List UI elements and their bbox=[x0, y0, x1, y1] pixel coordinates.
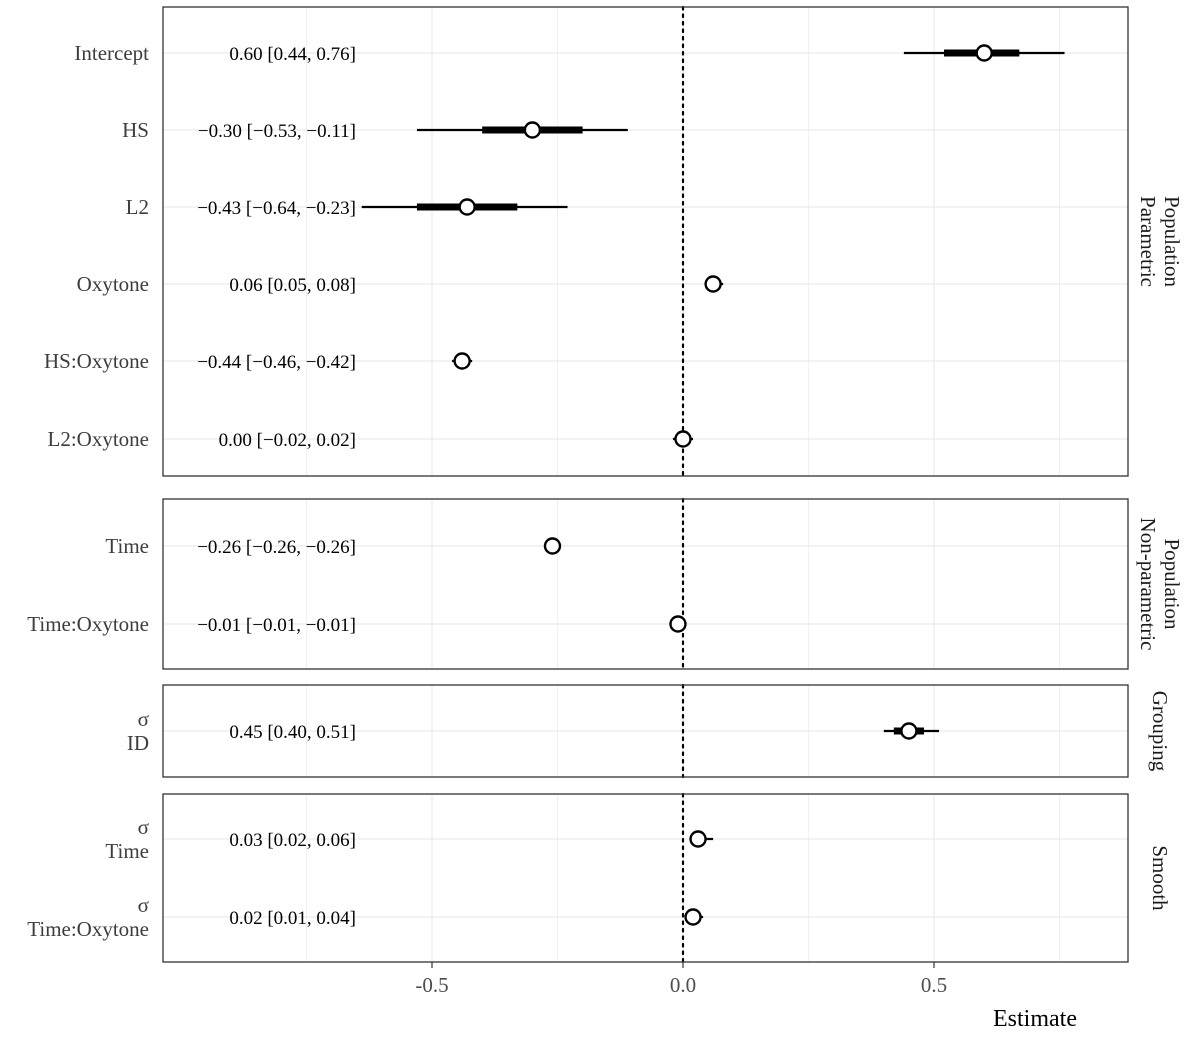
term-label: Intercept bbox=[74, 41, 149, 65]
interval-text: −0.43 [−0.64, −0.23] bbox=[197, 198, 356, 219]
term-row: σID 0.45 [0.40, 0.51] bbox=[127, 707, 940, 755]
estimate-point bbox=[543, 537, 562, 555]
estimate-point bbox=[523, 121, 542, 139]
term-label: Time:Oxytone bbox=[27, 612, 149, 636]
panel-1: Intercept 0.60 [0.44, 0.76] HS −0.30 [−0.53… bbox=[44, 5, 1184, 478]
term-row: Time −0.26 [−0.26, −0.26] bbox=[105, 534, 562, 558]
estimate-point bbox=[453, 352, 471, 370]
panel-3: σID 0.45 [0.40, 0.51] Grouping bbox=[127, 683, 1172, 779]
term-row: Intercept 0.60 [0.44, 0.76] bbox=[74, 41, 1065, 65]
term-label: Time bbox=[105, 534, 149, 558]
interval-text: −0.44 [−0.46, −0.42] bbox=[197, 352, 356, 373]
estimate-point bbox=[458, 198, 476, 216]
term-label: ID bbox=[127, 731, 149, 755]
interval-text: 0.45 [0.40, 0.51] bbox=[229, 722, 356, 743]
strip-label: Smooth bbox=[1148, 845, 1172, 911]
estimate-point bbox=[674, 430, 692, 448]
strip-label-text: Non-parametric bbox=[1136, 518, 1160, 651]
interval-text: −0.26 [−0.26, −0.26] bbox=[197, 537, 356, 558]
interval-text: −0.01 [−0.01, −0.01] bbox=[197, 615, 356, 636]
interval-text: 0.06 [0.05, 0.08] bbox=[229, 275, 356, 296]
panels-layer: Intercept 0.60 [0.44, 0.76] HS −0.30 [−0.53… bbox=[27, 5, 1184, 964]
estimate-point bbox=[684, 908, 702, 926]
strip-label: Non-parametric Population bbox=[1136, 518, 1184, 651]
term-row: HS −0.30 [−0.53, −0.11] bbox=[122, 118, 628, 142]
strip-label-text: Grouping bbox=[1148, 691, 1172, 772]
x-axis-title: Estimate bbox=[993, 1006, 1077, 1032]
term-row: L2:Oxytone 0.00 [−0.02, 0.02] bbox=[48, 427, 694, 451]
term-label: HS bbox=[122, 118, 149, 142]
estimate-point bbox=[689, 830, 707, 848]
term-label: Time bbox=[105, 839, 149, 863]
term-label: L2 bbox=[126, 195, 149, 219]
panel-border bbox=[162, 684, 1129, 778]
interval-text: −0.30 [−0.53, −0.11] bbox=[198, 121, 356, 142]
panel-2: Time −0.26 [−0.26, −0.26] Time:Oxytone −0.0… bbox=[27, 497, 1184, 671]
term-label: Time:Oxytone bbox=[27, 917, 149, 941]
term-label: Oxytone bbox=[77, 272, 149, 296]
interval-text: 0.03 [0.02, 0.06] bbox=[229, 830, 356, 851]
strip-label-text: Population bbox=[1160, 196, 1184, 288]
panel-border bbox=[162, 793, 1129, 963]
interval-text: 0.02 [0.01, 0.04] bbox=[229, 908, 356, 929]
interval-text: 0.00 [−0.02, 0.02] bbox=[219, 430, 356, 451]
term-row: Oxytone 0.06 [0.05, 0.08] bbox=[77, 272, 724, 296]
term-label: σ bbox=[138, 815, 149, 839]
estimate-point bbox=[669, 615, 687, 633]
interval-text: 0.60 [0.44, 0.76] bbox=[229, 44, 356, 65]
x-tick-label: -0.5 bbox=[415, 973, 448, 997]
strip-label-text: Parametric bbox=[1136, 196, 1160, 287]
term-row: Time:Oxytone −0.01 [−0.01, −0.01] bbox=[27, 612, 687, 636]
strip-label: Grouping bbox=[1148, 691, 1172, 772]
strip-label-text: Population bbox=[1160, 538, 1184, 630]
strip-label-text: Smooth bbox=[1148, 845, 1172, 911]
panel-border bbox=[162, 6, 1129, 477]
estimate-point bbox=[975, 44, 993, 62]
term-label: σ bbox=[138, 893, 149, 917]
panel-border bbox=[162, 498, 1129, 670]
term-row: L2 −0.43 [−0.64, −0.23] bbox=[126, 195, 568, 219]
x-axis: -0.5 0.0 0.5 bbox=[415, 962, 947, 997]
strip-label: Parametric Population bbox=[1136, 196, 1184, 288]
estimate-point bbox=[900, 722, 918, 740]
estimate-point bbox=[704, 275, 722, 293]
term-label: HS:Oxytone bbox=[44, 349, 149, 373]
term-label: σ bbox=[138, 707, 149, 731]
term-label: L2:Oxytone bbox=[48, 427, 149, 451]
x-tick-label: 0.0 bbox=[670, 973, 696, 997]
term-row: HS:Oxytone −0.44 [−0.46, −0.42] bbox=[44, 349, 473, 373]
x-tick-label: 0.5 bbox=[921, 973, 947, 997]
